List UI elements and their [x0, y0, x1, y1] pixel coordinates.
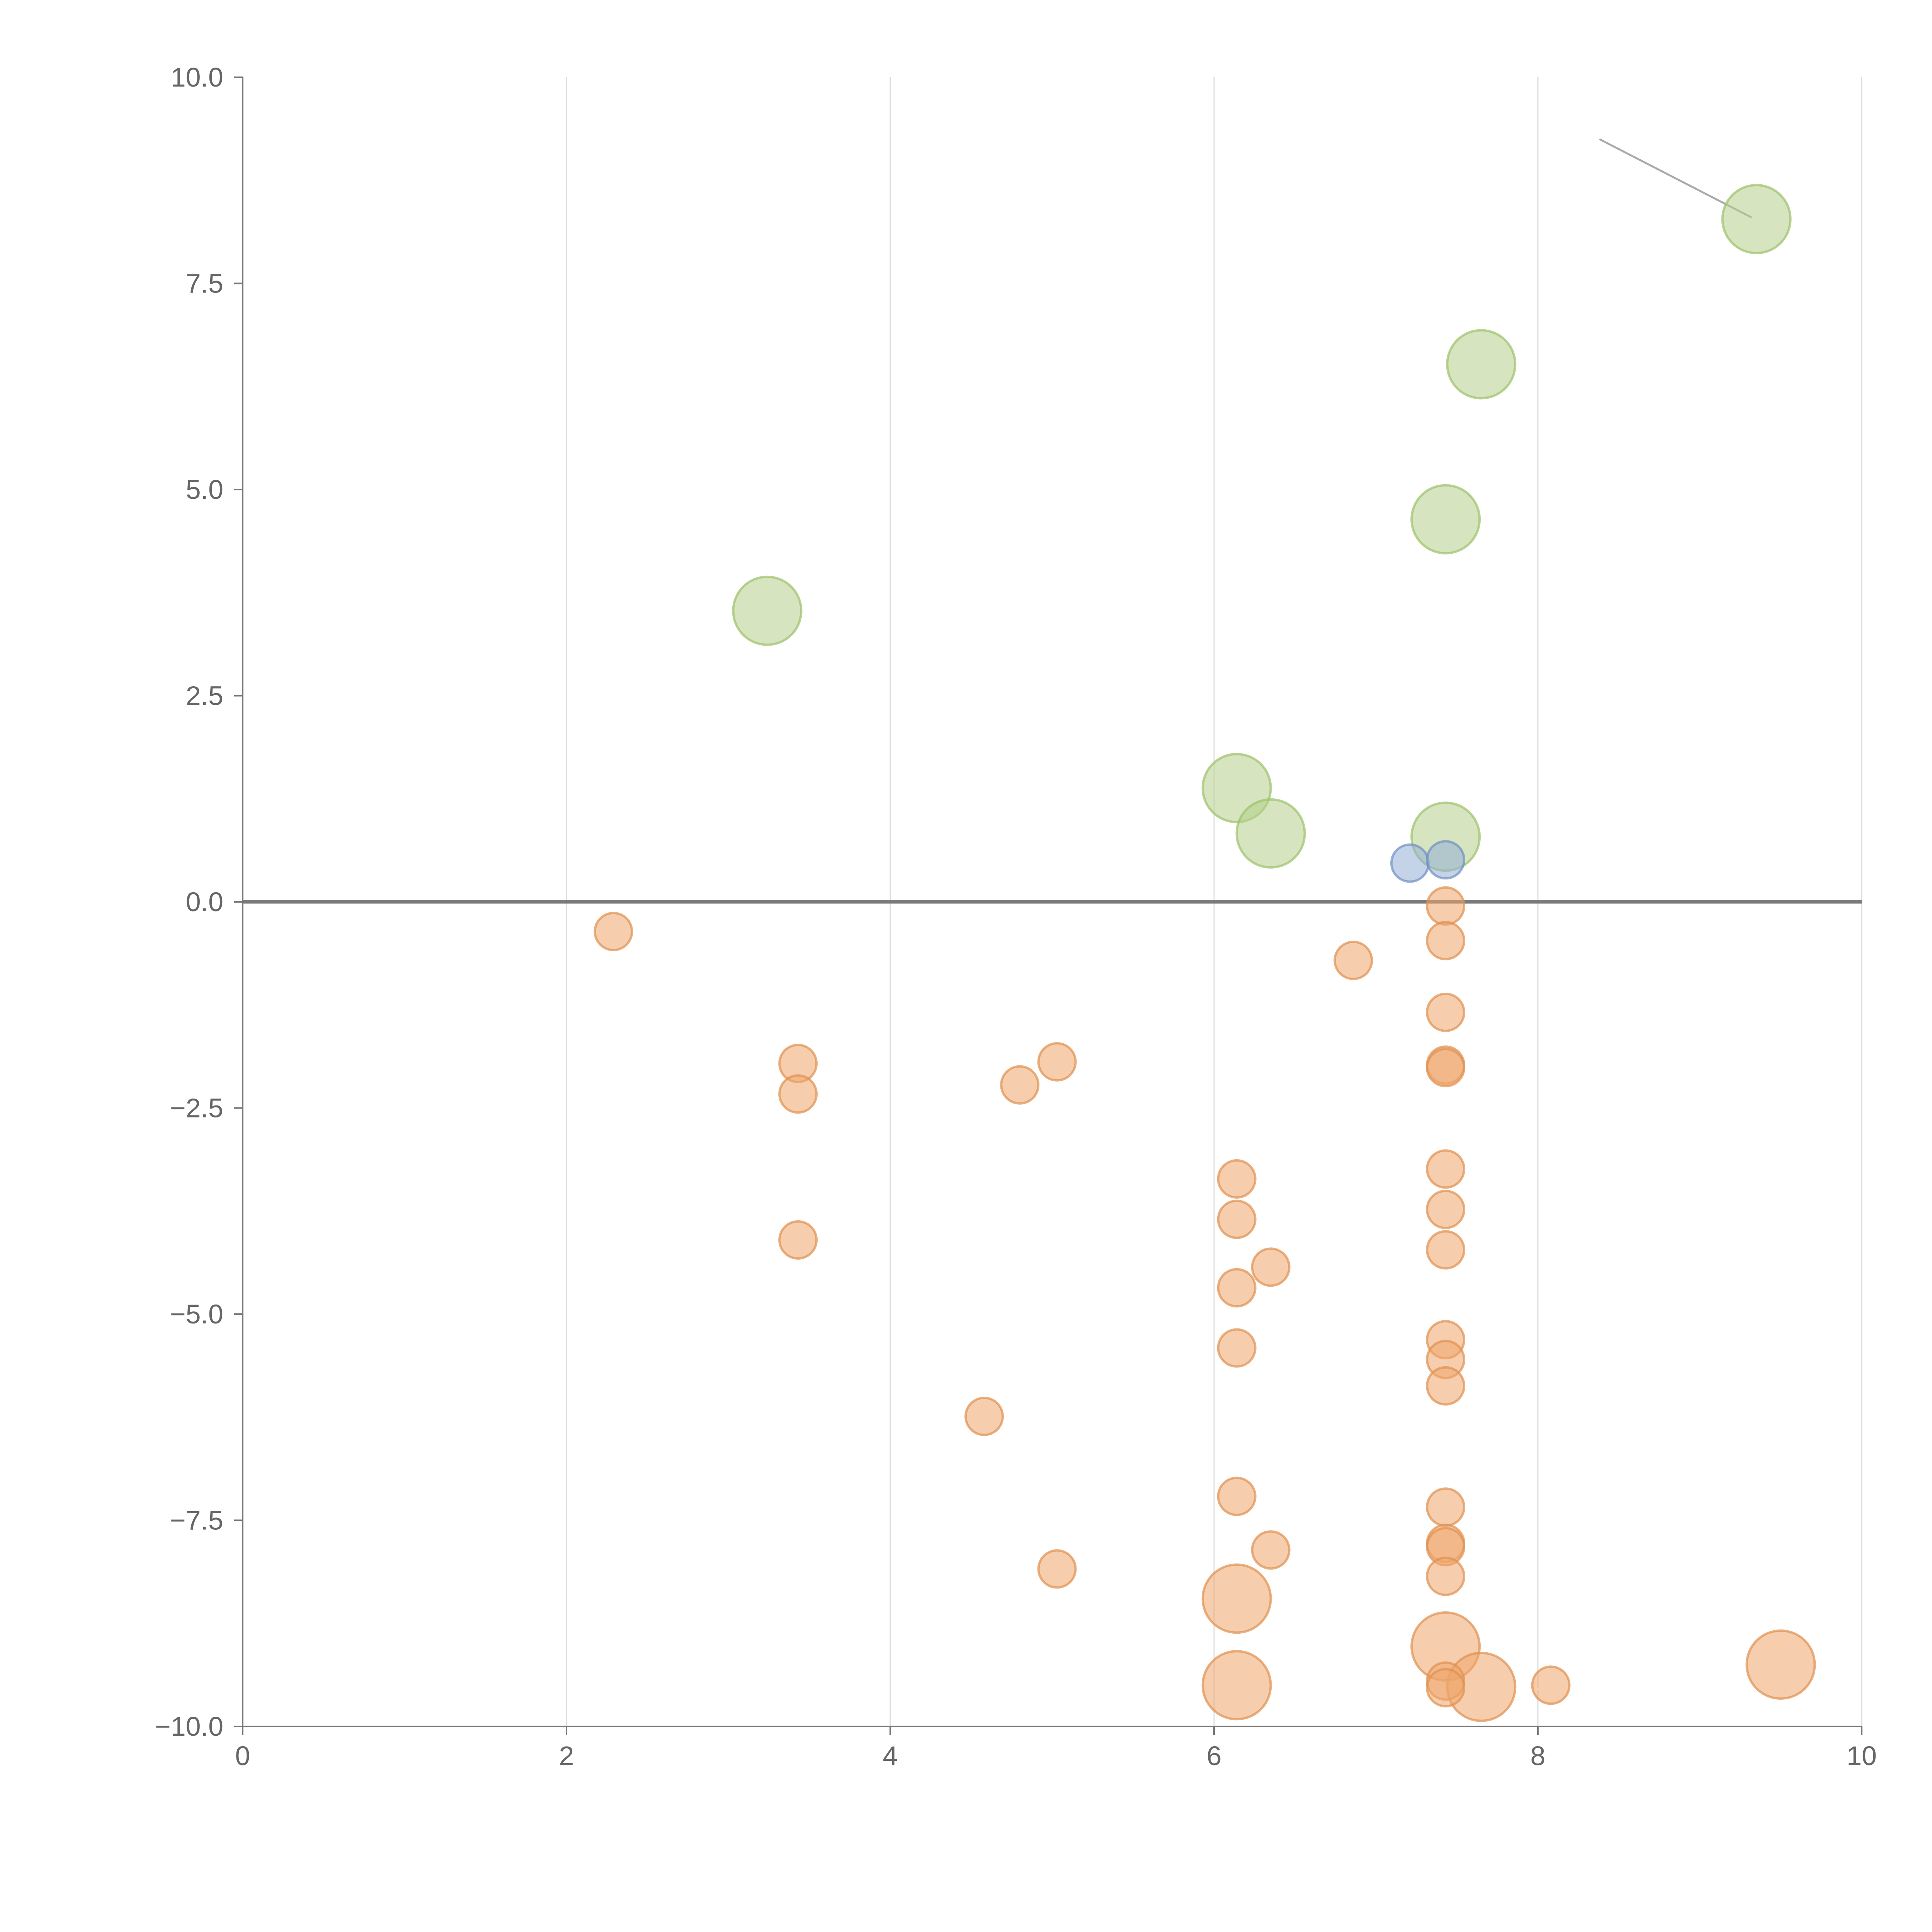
y-tick-label: 10.0 [171, 62, 223, 92]
point-blue-0 [1390, 843, 1430, 883]
x-tick-label: 10 [1847, 1741, 1877, 1771]
point-orange-large-0 [1201, 1563, 1272, 1634]
x-tick-label: 4 [883, 1741, 898, 1771]
point-orange-15 [778, 1220, 818, 1260]
point-orange-4 [1426, 992, 1466, 1032]
point-green-3 [732, 575, 803, 646]
point-green-1 [1446, 329, 1517, 400]
point-green-2 [1410, 484, 1481, 554]
x-tick-label: 0 [235, 1741, 250, 1771]
point-orange-25 [1426, 1487, 1466, 1527]
point-orange-6 [1037, 1042, 1077, 1082]
point-orange-9 [1000, 1065, 1040, 1105]
point-orange-24 [1217, 1476, 1257, 1516]
y-tick-label: −7.5 [170, 1505, 223, 1536]
series-orange [594, 886, 1571, 1708]
x-axis-ticks: 0 2 4 6 8 10 [235, 1726, 1877, 1771]
point-orange-12 [1426, 1149, 1466, 1189]
point-orange-3 [1333, 940, 1373, 980]
y-axis-ticks: −10.0 −7.5 −5.0 −2.5 0.0 2.5 5.0 7.5 10.0 [155, 62, 243, 1742]
x-tick-label: 2 [559, 1741, 574, 1771]
series-green [732, 184, 1792, 872]
point-orange-large-3 [1201, 1650, 1272, 1721]
point-orange-29 [1037, 1549, 1077, 1589]
point-orange-16 [1426, 1230, 1466, 1270]
point-orange-10 [778, 1074, 818, 1114]
x-tick-label: 6 [1207, 1741, 1222, 1771]
point-blue-1 [1426, 840, 1466, 880]
y-tick-label: 0.0 [186, 887, 223, 917]
point-green-5 [1235, 798, 1306, 869]
point-orange-28 [1251, 1530, 1291, 1570]
point-orange-30 [1426, 1556, 1466, 1596]
point-orange-18 [1217, 1268, 1257, 1308]
point-orange-large-2 [1745, 1629, 1816, 1700]
y-tick-label: −2.5 [170, 1093, 223, 1123]
point-orange-22 [1426, 1366, 1466, 1406]
series-orange-large [1201, 1563, 1816, 1722]
series-blue [1390, 840, 1466, 883]
point-orange-20 [1217, 1328, 1257, 1368]
y-tick-label: −5.0 [170, 1299, 223, 1329]
point-orange-17 [1251, 1247, 1291, 1287]
point-orange-32 [1426, 1668, 1466, 1708]
point-orange-13 [1426, 1189, 1466, 1229]
point-orange-1 [1426, 886, 1466, 926]
point-orange-8 [1426, 1048, 1466, 1087]
point-orange-14 [1217, 1199, 1257, 1239]
x-tick-label: 8 [1531, 1741, 1546, 1771]
point-orange-23 [964, 1396, 1004, 1436]
point-orange-2 [1426, 921, 1466, 961]
y-tick-label: 2.5 [186, 681, 223, 711]
y-tick-label: 5.0 [186, 474, 223, 505]
point-orange-33 [1531, 1665, 1571, 1705]
point-orange-0 [594, 912, 633, 951]
point-green-0 [1721, 184, 1792, 255]
data-points [594, 184, 1816, 1722]
y-tick-label: −10.0 [155, 1711, 223, 1742]
point-orange-11 [1217, 1159, 1257, 1199]
y-tick-label: 7.5 [186, 269, 223, 299]
